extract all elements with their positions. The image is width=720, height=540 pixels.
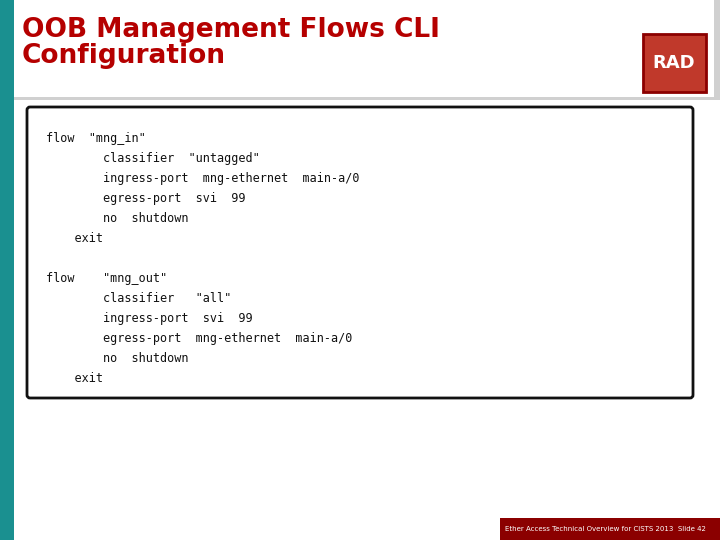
Text: no  shutdown: no shutdown — [46, 212, 189, 225]
Text: flow    "mng_out": flow "mng_out" — [46, 272, 167, 285]
Text: flow  "mng_in": flow "mng_in" — [46, 132, 145, 145]
Bar — [500, 518, 720, 540]
Text: exit: exit — [46, 232, 103, 245]
Text: no  shutdown: no shutdown — [46, 352, 189, 365]
Text: RAD: RAD — [653, 54, 696, 72]
Text: OOB Management Flows CLI: OOB Management Flows CLI — [22, 17, 440, 43]
Bar — [0, 0, 14, 540]
Text: egress-port  mng-ethernet  main-a/0: egress-port mng-ethernet main-a/0 — [46, 332, 352, 345]
Text: classifier  "untagged": classifier "untagged" — [46, 152, 260, 165]
FancyBboxPatch shape — [27, 107, 693, 398]
Text: egress-port  svi  99: egress-port svi 99 — [46, 192, 246, 205]
Text: Ether Access Technical Overview for CISTS 2013  Slide 42: Ether Access Technical Overview for CIST… — [505, 526, 706, 532]
Text: classifier   "all": classifier "all" — [46, 292, 231, 305]
Bar — [14, 0, 714, 97]
Bar — [643, 34, 706, 92]
Text: ingress-port  mng-ethernet  main-a/0: ingress-port mng-ethernet main-a/0 — [46, 172, 359, 185]
Text: exit: exit — [46, 372, 103, 385]
Text: ingress-port  svi  99: ingress-port svi 99 — [46, 312, 253, 325]
Text: Configuration: Configuration — [22, 43, 226, 69]
Bar — [14, 0, 720, 100]
